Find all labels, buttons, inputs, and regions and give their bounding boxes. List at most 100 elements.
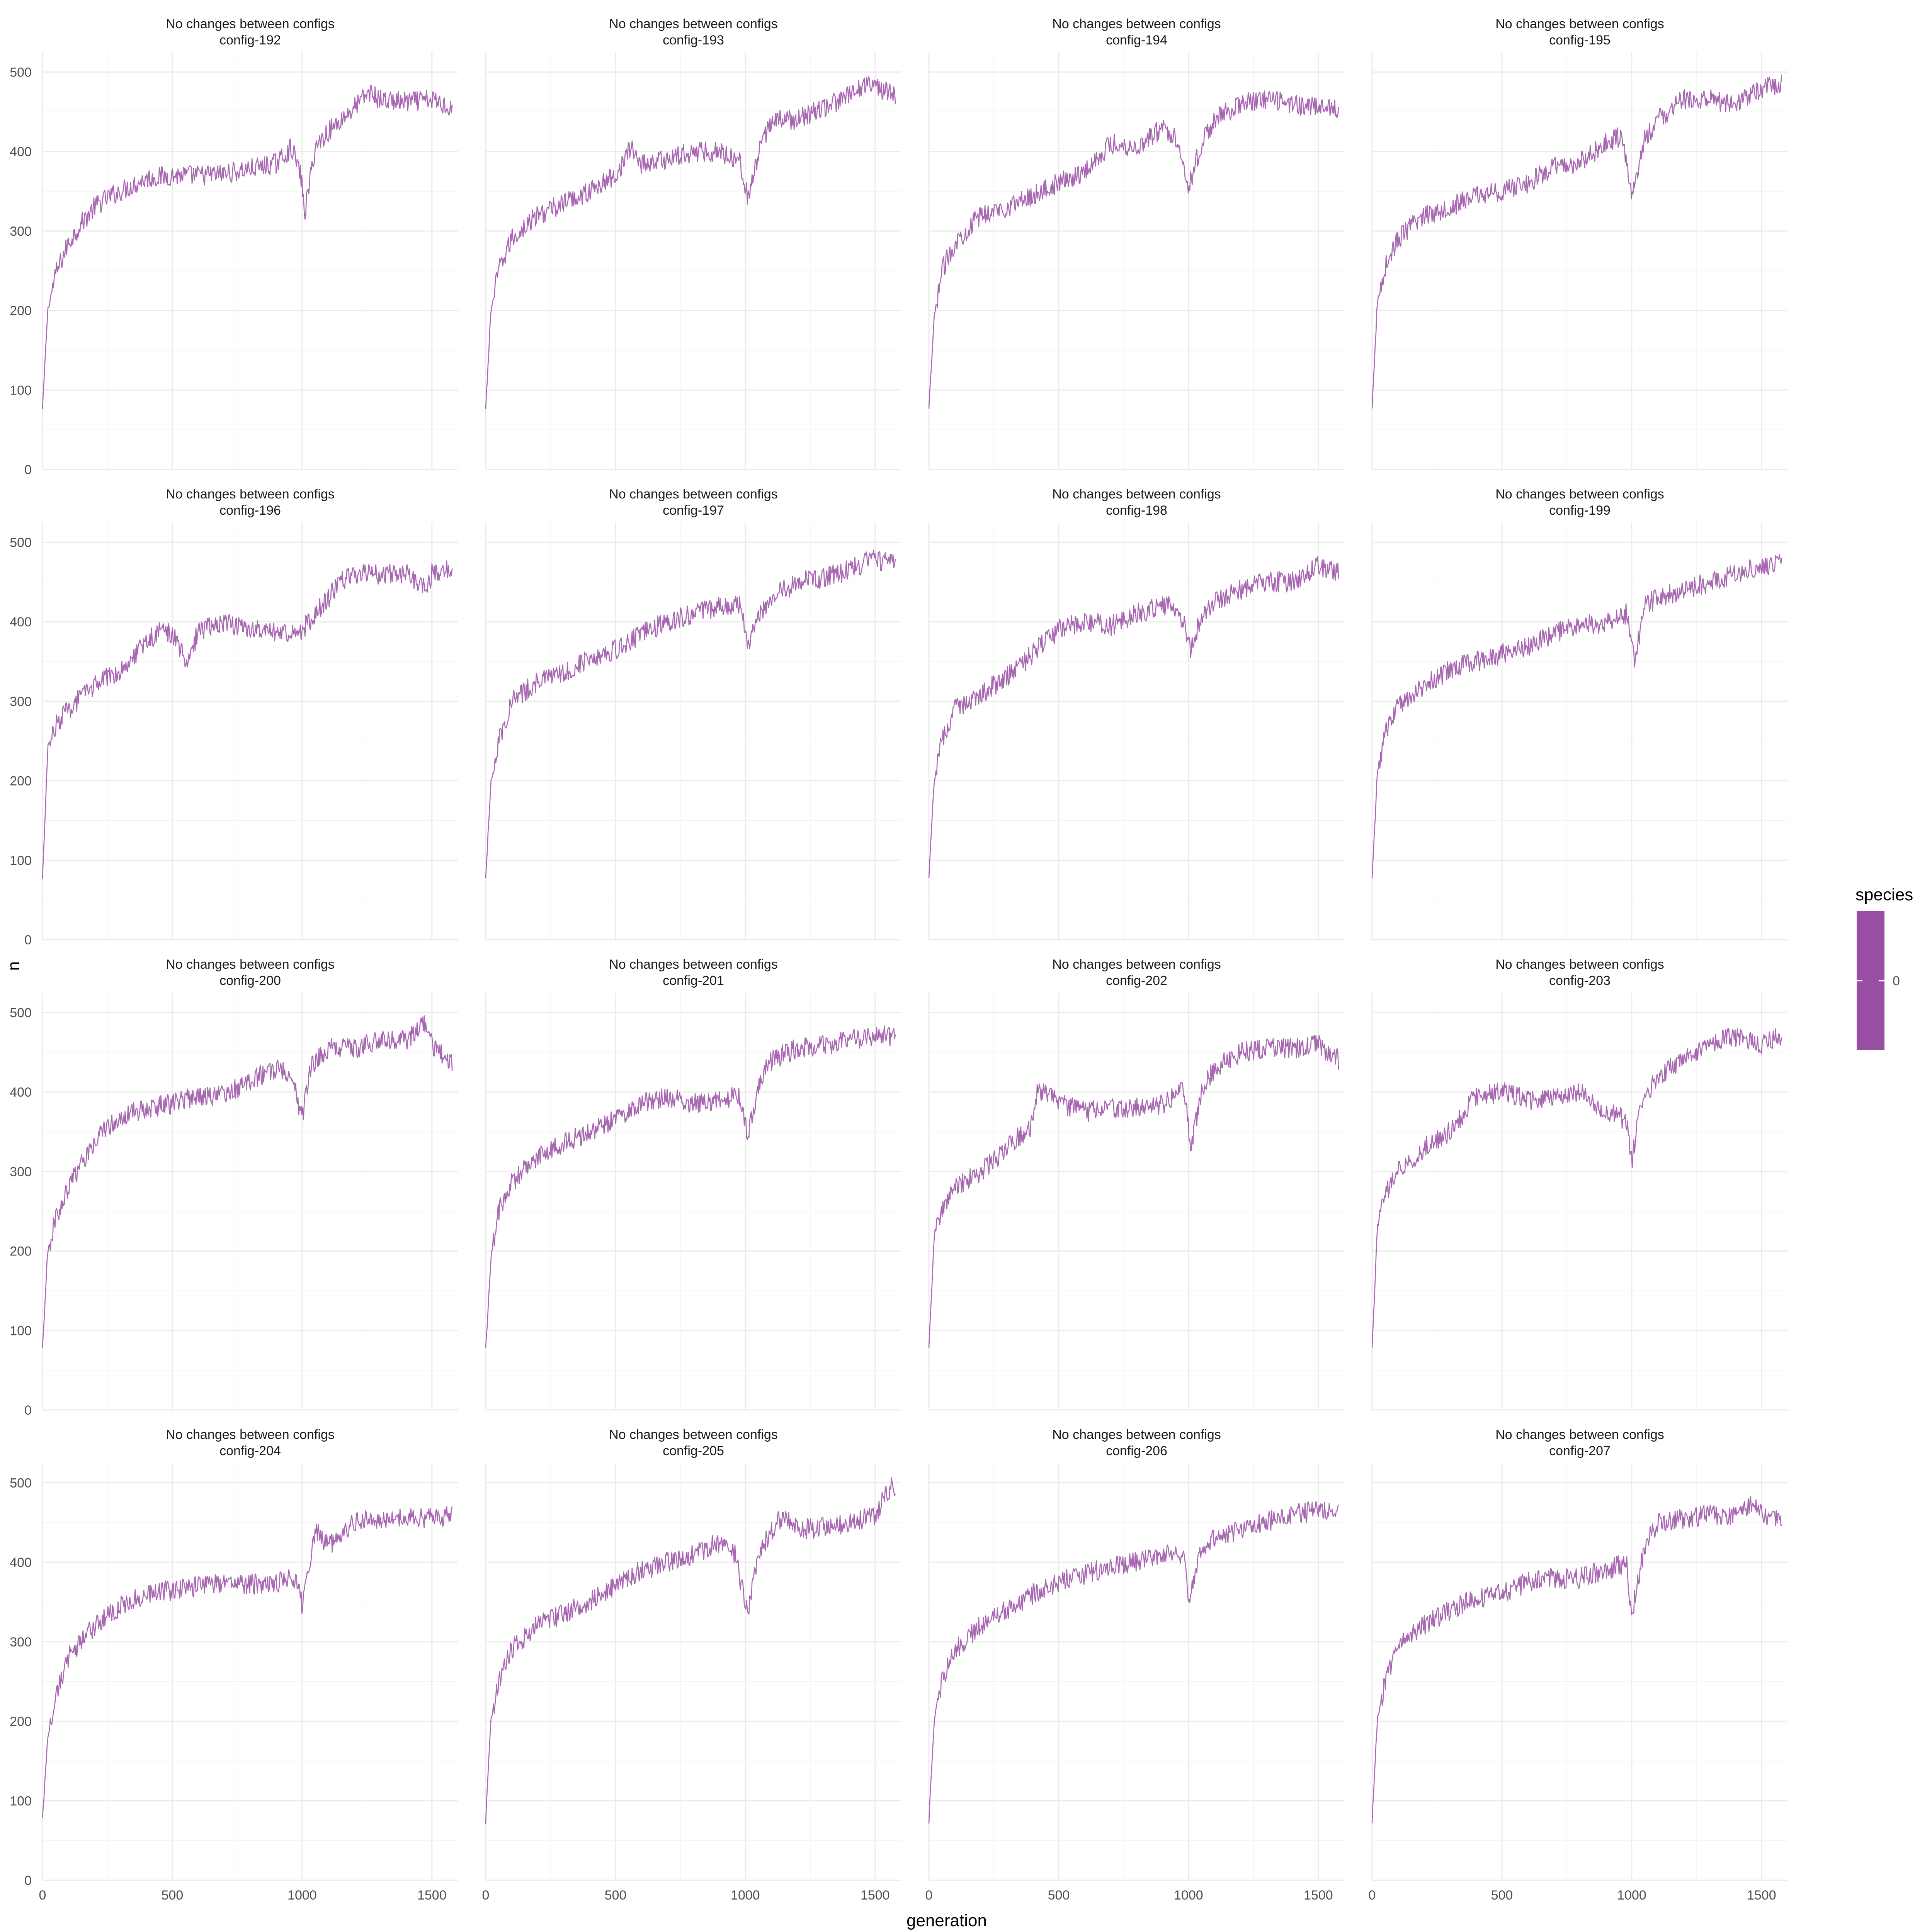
facet-strip-label: No changes between configs <box>166 487 335 502</box>
facet-strip-label: No changes between configs <box>1052 957 1221 972</box>
facet-strip-label: config-207 <box>1549 1444 1611 1458</box>
facet-panel: 0 500 1000 1500 No changes between configs co… <box>482 1427 901 1903</box>
y-tick-label: 0 <box>24 1873 32 1888</box>
y-tick-label: 0 <box>24 463 32 477</box>
facet-strip-label: No changes between configs <box>609 1427 778 1442</box>
series-line <box>1371 554 1782 878</box>
y-tick-label: 500 <box>10 1005 32 1020</box>
y-tick-label: 500 <box>10 1476 32 1490</box>
y-tick-label: 100 <box>10 853 32 868</box>
series-line <box>928 90 1339 409</box>
facet-strip-label: config-201 <box>663 973 724 988</box>
facet-strip-label: No changes between configs <box>1495 487 1664 502</box>
y-tick-label: 500 <box>10 535 32 550</box>
facet-panel: No changes between configs config-195 <box>1371 17 1787 470</box>
series-line <box>485 1026 896 1348</box>
series-line <box>485 549 896 879</box>
facet-strip-label: config-204 <box>219 1444 281 1458</box>
facet-panel: No changes between configs config-194 <box>928 17 1344 470</box>
y-tick-label: 500 <box>10 65 32 80</box>
facet-panel: 0 100 200 300 400 500 No changes between confi… <box>10 957 458 1418</box>
facet-strip-label: No changes between configs <box>166 17 335 31</box>
facet-strip-label: No changes between configs <box>609 957 778 972</box>
facet-panel: 0 500 1000 1500 No changes between configs co… <box>925 1427 1344 1903</box>
facet-panel: 0 100 200 300 400 500 No changes between confi… <box>10 487 458 947</box>
x-tick-label: 0 <box>1369 1888 1376 1903</box>
y-tick-label: 200 <box>10 1714 32 1729</box>
x-tick-label: 0 <box>482 1888 490 1903</box>
series-line <box>928 1501 1339 1824</box>
y-tick-label: 300 <box>10 694 32 709</box>
facet-strip-label: config-198 <box>1106 503 1167 518</box>
x-tick-label: 1500 <box>1747 1888 1776 1903</box>
series-line <box>485 1477 896 1824</box>
facet-strip-label: config-197 <box>663 503 724 518</box>
legend-entry-label: 0 <box>1893 974 1900 988</box>
y-tick-label: 400 <box>10 1555 32 1570</box>
x-tick-label: 0 <box>925 1888 933 1903</box>
series-line <box>42 560 453 879</box>
facet-strip-label: config-200 <box>219 973 281 988</box>
series-line <box>928 556 1339 878</box>
series-line <box>42 1506 453 1818</box>
facet-panel: 0 100 200 300 400 500 0 500 1000 1500 No changes b… <box>10 1427 458 1903</box>
legend-title: species <box>1855 885 1913 904</box>
y-tick-label: 100 <box>10 383 32 398</box>
facet-strip-label: No changes between configs <box>1052 487 1221 502</box>
y-tick-label: 400 <box>10 615 32 629</box>
y-tick-label: 300 <box>10 1165 32 1179</box>
facet-strip-label: config-193 <box>663 33 724 48</box>
x-tick-label: 1500 <box>417 1888 447 1903</box>
x-axis-title: generation <box>906 1911 987 1930</box>
facet-strip-label: No changes between configs <box>1495 1427 1664 1442</box>
y-tick-label: 200 <box>10 774 32 789</box>
facet-strip-label: config-206 <box>1106 1444 1167 1458</box>
x-tick-label: 500 <box>1491 1888 1513 1903</box>
facet-strip-label: No changes between configs <box>166 957 335 972</box>
y-tick-label: 400 <box>10 145 32 159</box>
x-tick-label: 500 <box>162 1888 184 1903</box>
x-tick-label: 1000 <box>731 1888 760 1903</box>
y-tick-label: 400 <box>10 1085 32 1100</box>
x-tick-label: 1500 <box>1304 1888 1333 1903</box>
facet-strip-label: config-194 <box>1106 33 1167 48</box>
panels-layer: 0 100 200 300 400 500 No changes between confi… <box>10 17 1787 1903</box>
facet-panel: 0 100 200 300 400 500 No changes between confi… <box>10 17 458 477</box>
y-tick-label: 200 <box>10 304 32 318</box>
legend: species 0 <box>1855 885 1913 1050</box>
x-tick-label: 1500 <box>861 1888 890 1903</box>
y-tick-label: 200 <box>10 1244 32 1259</box>
facet-strip-label: No changes between configs <box>609 17 778 31</box>
x-tick-label: 1000 <box>1617 1888 1646 1903</box>
facet-strip-label: config-196 <box>219 503 281 518</box>
facet-strip-label: No changes between configs <box>609 487 778 502</box>
facet-strip-label: No changes between configs <box>1052 1427 1221 1442</box>
facet-strip-label: config-205 <box>663 1444 724 1458</box>
series-line <box>1371 1028 1782 1348</box>
facet-strip-label: No changes between configs <box>1495 17 1664 31</box>
series-line <box>1371 74 1782 409</box>
facet-strip-label: config-202 <box>1106 973 1167 988</box>
series-line <box>485 76 896 409</box>
series-line <box>42 1015 453 1348</box>
facet-panel: 0 500 1000 1500 No changes between configs co… <box>1369 1427 1787 1903</box>
x-tick-label: 1000 <box>1174 1888 1203 1903</box>
series-line <box>1371 1496 1782 1823</box>
facet-strip-label: No changes between configs <box>1495 957 1664 972</box>
series-line <box>42 85 453 409</box>
facet-strip-label: config-195 <box>1549 33 1611 48</box>
y-axis-title: n <box>4 961 23 971</box>
facet-strip-label: No changes between configs <box>1052 17 1221 31</box>
y-tick-label: 300 <box>10 1635 32 1650</box>
facet-strip-label: config-199 <box>1549 503 1611 518</box>
x-tick-label: 0 <box>39 1888 46 1903</box>
facet-strip-label: config-192 <box>219 33 281 48</box>
y-tick-label: 100 <box>10 1794 32 1808</box>
